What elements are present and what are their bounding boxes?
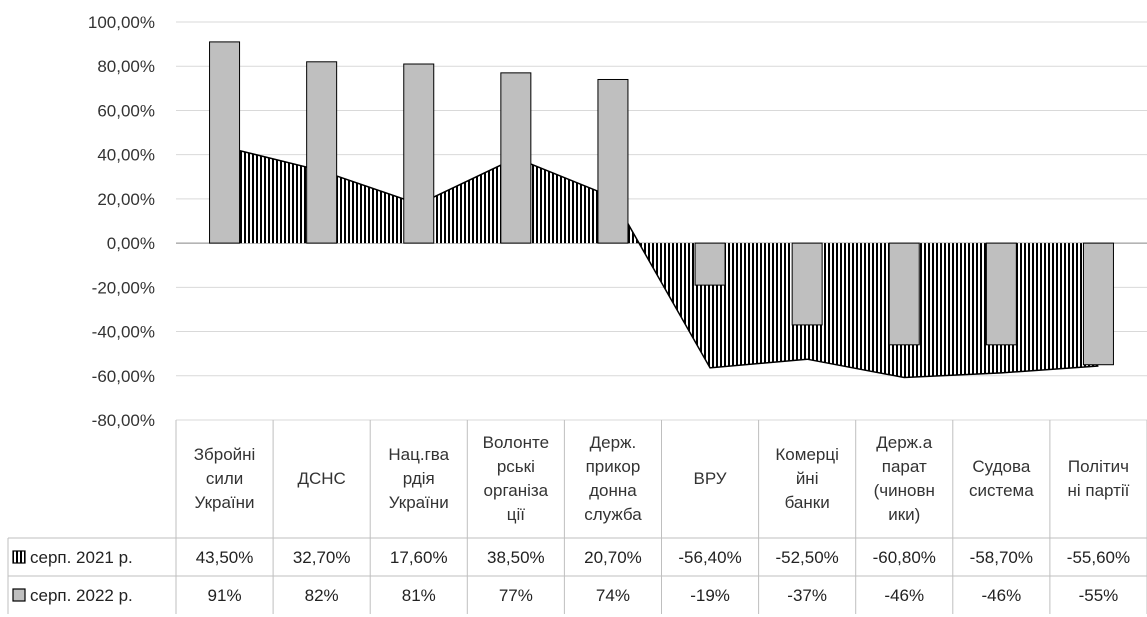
category-label-line: Збройні: [194, 445, 256, 464]
table-value: 32,70%: [293, 548, 351, 567]
table-value: -58,70%: [970, 548, 1033, 567]
category-label-line: Держ.: [590, 433, 637, 452]
y-tick-label: 40,00%: [97, 146, 155, 165]
table-value: -55%: [1079, 586, 1119, 605]
y-tick-label: 0,00%: [107, 234, 155, 253]
series-2021-area: [224, 146, 1099, 379]
bar-2022: [888, 242, 920, 346]
y-tick-label: -60,00%: [92, 367, 155, 386]
category-label: Збройні сили України: [194, 445, 256, 512]
table-value: 17,60%: [390, 548, 448, 567]
table-value: 74%: [596, 586, 630, 605]
category-label-line: парат: [882, 457, 927, 476]
category-label: ДСНС: [297, 469, 345, 488]
category-label-line: Судова: [972, 457, 1030, 476]
table-value: 77%: [499, 586, 533, 605]
bar-2022: [403, 63, 435, 244]
category-label-line: ДСНС: [297, 469, 345, 488]
series-2021-line: [224, 146, 1099, 379]
legend-key-2021: [12, 550, 26, 564]
category-label-line: Держ.а: [876, 433, 933, 452]
table-value: -60,80%: [873, 548, 936, 567]
table-value: 43,50%: [196, 548, 254, 567]
bar-2022: [209, 41, 241, 244]
category-label-line: Волонте: [483, 433, 549, 452]
category-label: Нац.гва рдія України: [388, 445, 449, 512]
category-label-line: ції: [507, 505, 526, 524]
legend-label-2022: серп. 2022 р.: [30, 586, 133, 605]
table-value: -52,50%: [775, 548, 838, 567]
category-label-line: ики): [888, 505, 920, 524]
bar-2022: [306, 61, 338, 244]
y-tick-label: 100,00%: [88, 13, 155, 32]
table-value: 82%: [305, 586, 339, 605]
y-tick-label: 80,00%: [97, 57, 155, 76]
table-value: 81%: [402, 586, 436, 605]
category-label-line: ВРУ: [693, 469, 726, 488]
category-label-line: України: [195, 493, 255, 512]
category-label-line: організа: [484, 481, 549, 500]
table-value: -19%: [690, 586, 730, 605]
y-axis-ticks: 100,00% 80,00% 60,00% 40,00% 20,00% 0,00% -20,…: [88, 13, 155, 430]
y-tick-label: -80,00%: [92, 411, 155, 430]
legend-label-2021: серп. 2021 р.: [30, 548, 133, 567]
table-value: 38,50%: [487, 548, 545, 567]
table-value: -55,60%: [1067, 548, 1130, 567]
category-label-line: система: [969, 481, 1034, 500]
category-label-line: служба: [584, 505, 642, 524]
category-label-line: (чиновн: [874, 481, 935, 500]
bar-2022: [597, 78, 629, 244]
category-label: Держ.а парат (чиновн ики): [874, 433, 935, 524]
table-value: -37%: [787, 586, 827, 605]
series-2021-area-fill: [224, 146, 1099, 378]
table-value: -46%: [982, 586, 1022, 605]
category-label: Держ. прикор донна служба: [584, 433, 642, 524]
y-tick-label: -20,00%: [92, 278, 155, 297]
bar-2022: [694, 242, 726, 286]
y-tick-label: 20,00%: [97, 190, 155, 209]
y-tick-label: 60,00%: [97, 101, 155, 120]
table-value: 91%: [208, 586, 242, 605]
category-label: Судова система: [969, 457, 1034, 500]
bar-2022: [500, 72, 532, 244]
table-value: -46%: [884, 586, 924, 605]
bar-2022: [985, 242, 1017, 346]
category-label: Політич ні партії: [1067, 457, 1129, 500]
category-label: ВРУ: [693, 469, 726, 488]
category-label-line: Нац.гва: [388, 445, 449, 464]
category-label-line: України: [389, 493, 449, 512]
y-tick-label: -40,00%: [92, 323, 155, 342]
category-label: Комерці йні банки: [775, 445, 838, 512]
table-value: -56,40%: [678, 548, 741, 567]
category-label-line: банки: [785, 493, 830, 512]
category-label-line: йні: [796, 469, 819, 488]
category-label-line: сили: [206, 469, 243, 488]
table-value: 20,70%: [584, 548, 642, 567]
category-label-line: Політич: [1068, 457, 1129, 476]
bar-2022: [791, 242, 823, 326]
bar-2022: [1082, 242, 1114, 366]
category-label-line: рські: [497, 457, 535, 476]
legend-key-2022: [12, 588, 26, 602]
category-label: Волонте рські організа ції: [483, 433, 549, 524]
category-label-line: Комерці: [775, 445, 838, 464]
category-label-line: ні партії: [1067, 481, 1129, 500]
data-table: Збройні сили України ДСНС Нац.гва рдія України…: [7, 420, 1147, 614]
category-label-line: прикор: [586, 457, 641, 476]
category-label-line: рдія: [403, 469, 435, 488]
series-2022-bars: [209, 41, 1114, 366]
category-label-line: донна: [589, 481, 637, 500]
